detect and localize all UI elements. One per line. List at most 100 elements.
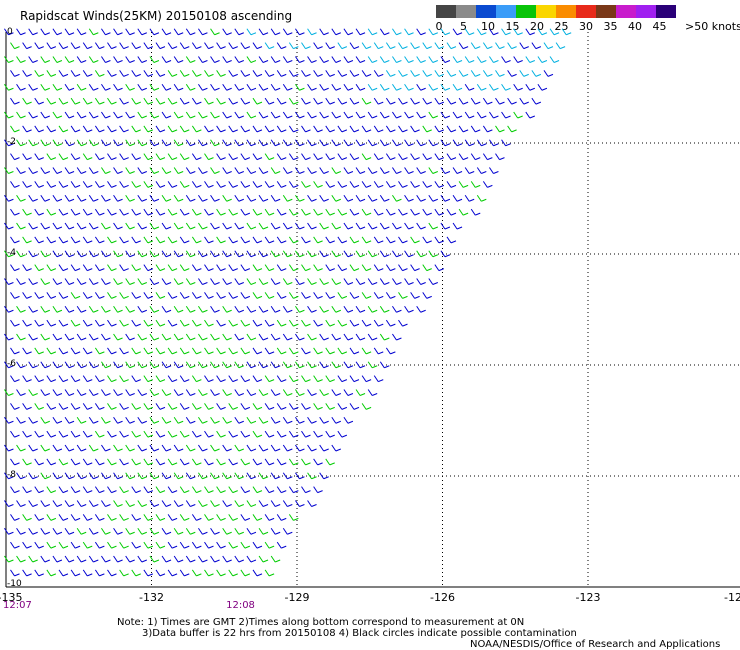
wind-barb [361,264,372,272]
wind-barb [222,139,232,147]
wind-barb [525,111,535,119]
wind-barb [319,416,329,424]
wind-barb [410,125,420,133]
wind-barb [143,42,154,50]
wind-barb [404,111,414,119]
wind-barb [22,236,32,244]
wind-barb [319,305,329,313]
wind-barb [264,42,275,50]
wind-barb [367,194,378,202]
wind-barb [22,264,32,272]
wind-barb [125,472,135,480]
wind-barb [476,56,487,63]
wind-barb [40,555,50,563]
wind-barb [319,56,329,63]
wind-barb [125,139,135,147]
wind-barb [410,181,420,188]
wind-barb [46,236,57,244]
latitude-tick-label: -8 [7,470,16,480]
wind-barb [373,42,384,50]
wind-barb [155,347,166,355]
wind-barb [76,361,87,369]
wind-barb [125,56,135,63]
wind-barb [155,569,166,577]
wind-barb [155,264,166,272]
wind-barb [173,389,184,396]
wind-barb [331,28,341,36]
wind-barb [240,403,251,410]
wind-barb [222,250,232,258]
wind-barb [270,278,281,285]
wind-barb [216,375,226,383]
wind-barb [489,28,499,36]
wind-barb [270,389,281,396]
wind-barb [404,28,414,36]
wind-barb [404,250,414,258]
wind-barb [125,527,135,535]
legend-swatch [556,5,576,18]
wind-barb [185,56,196,63]
wind-barb [107,430,117,438]
wind-barb [88,139,99,147]
wind-barb [101,83,111,91]
wind-barb [46,514,57,521]
wind-barb [70,42,81,50]
wind-barb [210,28,220,36]
wind-barb [476,28,487,36]
wind-barb [525,28,535,36]
wind-barb [76,555,87,563]
wind-barb [70,486,81,494]
wind-barb [22,569,32,577]
wind-barb [531,97,542,105]
wind-barb [361,292,372,299]
wind-barb [307,472,317,480]
wind-barb [64,555,75,563]
wind-barb [119,236,129,244]
wind-barb [16,56,26,63]
wind-barb [179,236,190,244]
wind-barb [246,500,257,507]
wind-barb [367,56,378,63]
wind-barb [458,153,469,161]
wind-barb [137,527,147,535]
wind-barb [28,333,38,341]
wind-barb [94,42,105,50]
wind-barb [379,305,390,313]
wind-barb [385,125,396,133]
wind-barb [107,514,117,521]
wind-barb [107,569,117,577]
wind-barb [10,569,20,577]
wind-barb [337,264,348,272]
wind-barb [179,70,190,77]
wind-barb [52,28,63,36]
wind-barb [113,222,123,230]
wind-barb [325,347,335,355]
wind-barb [161,416,172,424]
wind-barb [173,250,184,258]
wind-barb [34,70,44,77]
wind-barb [258,28,269,36]
wind-barb [240,97,251,105]
wind-barb [161,361,172,369]
wind-barb [307,333,317,341]
wind-barb [295,222,305,230]
wind-barb [204,153,214,161]
wind-barb [222,83,232,91]
wind-barb [264,292,275,299]
legend-label: 15 [505,20,520,33]
wind-barb [355,28,366,36]
wind-barb [246,333,257,341]
wind-barb [234,250,244,258]
wind-barb [458,70,469,77]
wind-barb [113,333,123,341]
wind-barb [125,333,135,341]
wind-barb [252,70,263,77]
wind-barb [337,403,348,410]
wind-barb [4,167,14,174]
wind-barb [107,347,117,355]
wind-barb [361,403,372,410]
wind-barb [125,194,135,202]
wind-barb [119,319,129,327]
wind-barb [125,416,135,424]
wind-barb [331,83,341,91]
